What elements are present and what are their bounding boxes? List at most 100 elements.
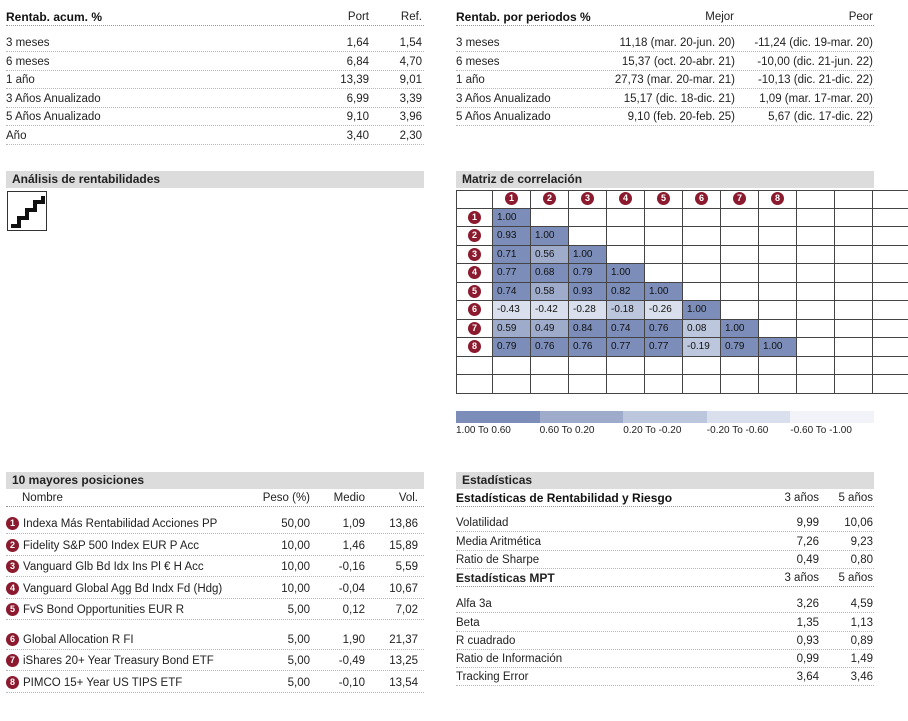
rentab-acum-title: Rentab. acum. % [6,10,103,24]
row-port: 3,40 [346,129,369,142]
row-peor: -10,00 (dic. 21-jun. 22) [757,55,873,68]
row-mejor: 11,18 (mar. 20-jun. 20) [619,37,736,49]
matrix-row-badge: 4 [468,266,481,279]
row-label: 1 año [456,74,485,86]
matrix-row-label: 3 [456,245,493,264]
position-name: Global Allocation R FI [23,634,134,646]
matrix-header-cell [797,190,835,209]
row-peor: -10,13 (dic. 21-dic. 22) [757,74,873,86]
matrix-empty-cell [645,264,683,283]
position-vol: 13,25 [389,655,418,667]
matrix-empty-cell [873,209,908,227]
table-row: 3 meses 1,64 1,54 [6,34,424,52]
matrix-empty-cell [797,282,835,301]
matrix-value-cell: -0.43 [493,301,531,320]
matrix-empty-cell [797,245,835,264]
matrix-value-cell: 0.08 [683,319,721,338]
matrix-empty-cell [797,227,835,246]
matrix-value-cell: 1.00 [569,245,607,264]
row-ref: 9,01 [399,74,422,86]
position-vol: 15,89 [389,540,418,552]
table-row: 3 meses 11,18 (mar. 20-jun. 20) -11,24 (di… [456,34,874,52]
matrix-row-label: 8 [456,338,493,357]
stat-5y: 3,46 [850,671,873,683]
matrix-value-cell: 0.76 [531,338,569,357]
stat-3y: 3,64 [796,671,819,683]
rentab-acum-table: Rentab. acum. % Port Ref. 3 meses 1,64 1,5… [6,8,424,146]
matrix-empty-cell [721,264,759,283]
matrix-empty-cell [683,264,721,283]
matrix-empty-cell [797,301,835,320]
matrix-empty-cell [683,375,721,394]
list-item: 5 FvS Bond Opportunities EUR R 5,00 0,12 7,0… [6,600,424,620]
row-label: 3 Años Anualizado [456,92,551,105]
matrix-value-cell: 0.79 [569,264,607,283]
matrix-empty-cell [873,227,908,246]
legend-swatch [539,411,624,423]
matrix-value-cell: 0.77 [645,338,683,357]
matrix-value-cell: 1.00 [683,301,721,320]
matrix-row-label: 6 [456,301,493,320]
matrix-empty-cell [683,245,721,264]
matrix-empty-cell [835,208,873,227]
position-peso: 10,00 [281,583,310,595]
matrix-header-cell: 7 [721,190,759,209]
sub2-title: Estadísticas MPT [456,571,555,585]
stat-label: Ratio de Sharpe [456,554,540,566]
matrix-empty-cell [797,208,835,227]
matrix-empty-cell [721,282,759,301]
legend-swatch [790,411,875,423]
stat-5y: 1,13 [850,617,873,629]
matrix-header-cell [835,190,873,209]
matrix-row-label: 2 [456,227,493,246]
matrix-header-cell: 4 [607,190,645,209]
matrix-value-cell: 0.79 [493,338,531,357]
position-number-badge: 2 [6,539,19,552]
matrix-col-badge: 4 [619,192,632,205]
list-item: 3 Vanguard Glb Bd Idx Ins Pl € H Acc 10,00… [6,557,424,577]
matrix-value-cell: 1.00 [531,227,569,246]
matrix-header-cell: 8 [759,190,797,209]
row-label: 3 meses [6,37,50,49]
matriz-header: Matriz de correlación [456,171,874,188]
sub1-title: Estadísticas de Rentabilidad y Riesgo [456,491,673,505]
row-peor: 1,09 (mar. 17-mar. 20) [759,92,873,105]
estadisticas-header: Estadísticas [456,472,874,489]
matrix-value-cell: 1.00 [759,338,797,357]
matrix-empty-cell [721,356,759,375]
matrix-header-cell: 1 [493,190,531,209]
matrix-row-badge: 8 [468,340,481,353]
position-peso: 5,00 [287,655,310,667]
stat-label: R cuadrado [456,635,516,647]
matrix-row-badge: 2 [468,229,481,242]
position-vol: 5,59 [395,561,418,573]
matrix-value-cell: 0.93 [569,282,607,301]
legend-label: 0.20 To -0.20 [623,425,682,436]
matrix-empty-cell [493,356,531,375]
matrix-value-cell: 0.74 [493,282,531,301]
matrix-empty-cell [797,356,835,375]
stat-row: Volatilidad 9,99 10,06 [456,514,874,532]
matrix-empty-cell [683,356,721,375]
sub2-col-3: 3 años [784,572,819,584]
posiciones-header: 10 mayores posiciones [6,472,424,489]
matrix-empty-cell [759,282,797,301]
stat-3y: 9,99 [796,517,819,529]
matrix-empty-cell [721,208,759,227]
table-row: 1 año 13,39 9,01 [6,71,424,89]
matrix-empty-cell [721,245,759,264]
list-item: 8 PIMCO 15+ Year US TIPS ETF 5,00 -0,10 13,5… [6,673,424,693]
matrix-value-cell: 0.56 [531,245,569,264]
stat-label: Media Aritmética [456,536,542,548]
matrix-row-label: 4 [456,264,493,283]
matrix-empty-cell [759,208,797,227]
rentab-acum-header: Rentab. acum. % Port Ref. [6,8,424,26]
row-ref: 4,70 [399,55,422,68]
matrix-empty-cell [759,356,797,375]
table-row: 3 Años Anualizado 6,99 3,39 [6,90,424,108]
matrix-col-badge: 5 [657,192,670,205]
position-peso: 50,00 [281,518,310,530]
matrix-value-cell: 0.79 [721,338,759,357]
matrix-col-badge: 6 [695,192,708,205]
matrix-empty-cell [493,375,531,394]
